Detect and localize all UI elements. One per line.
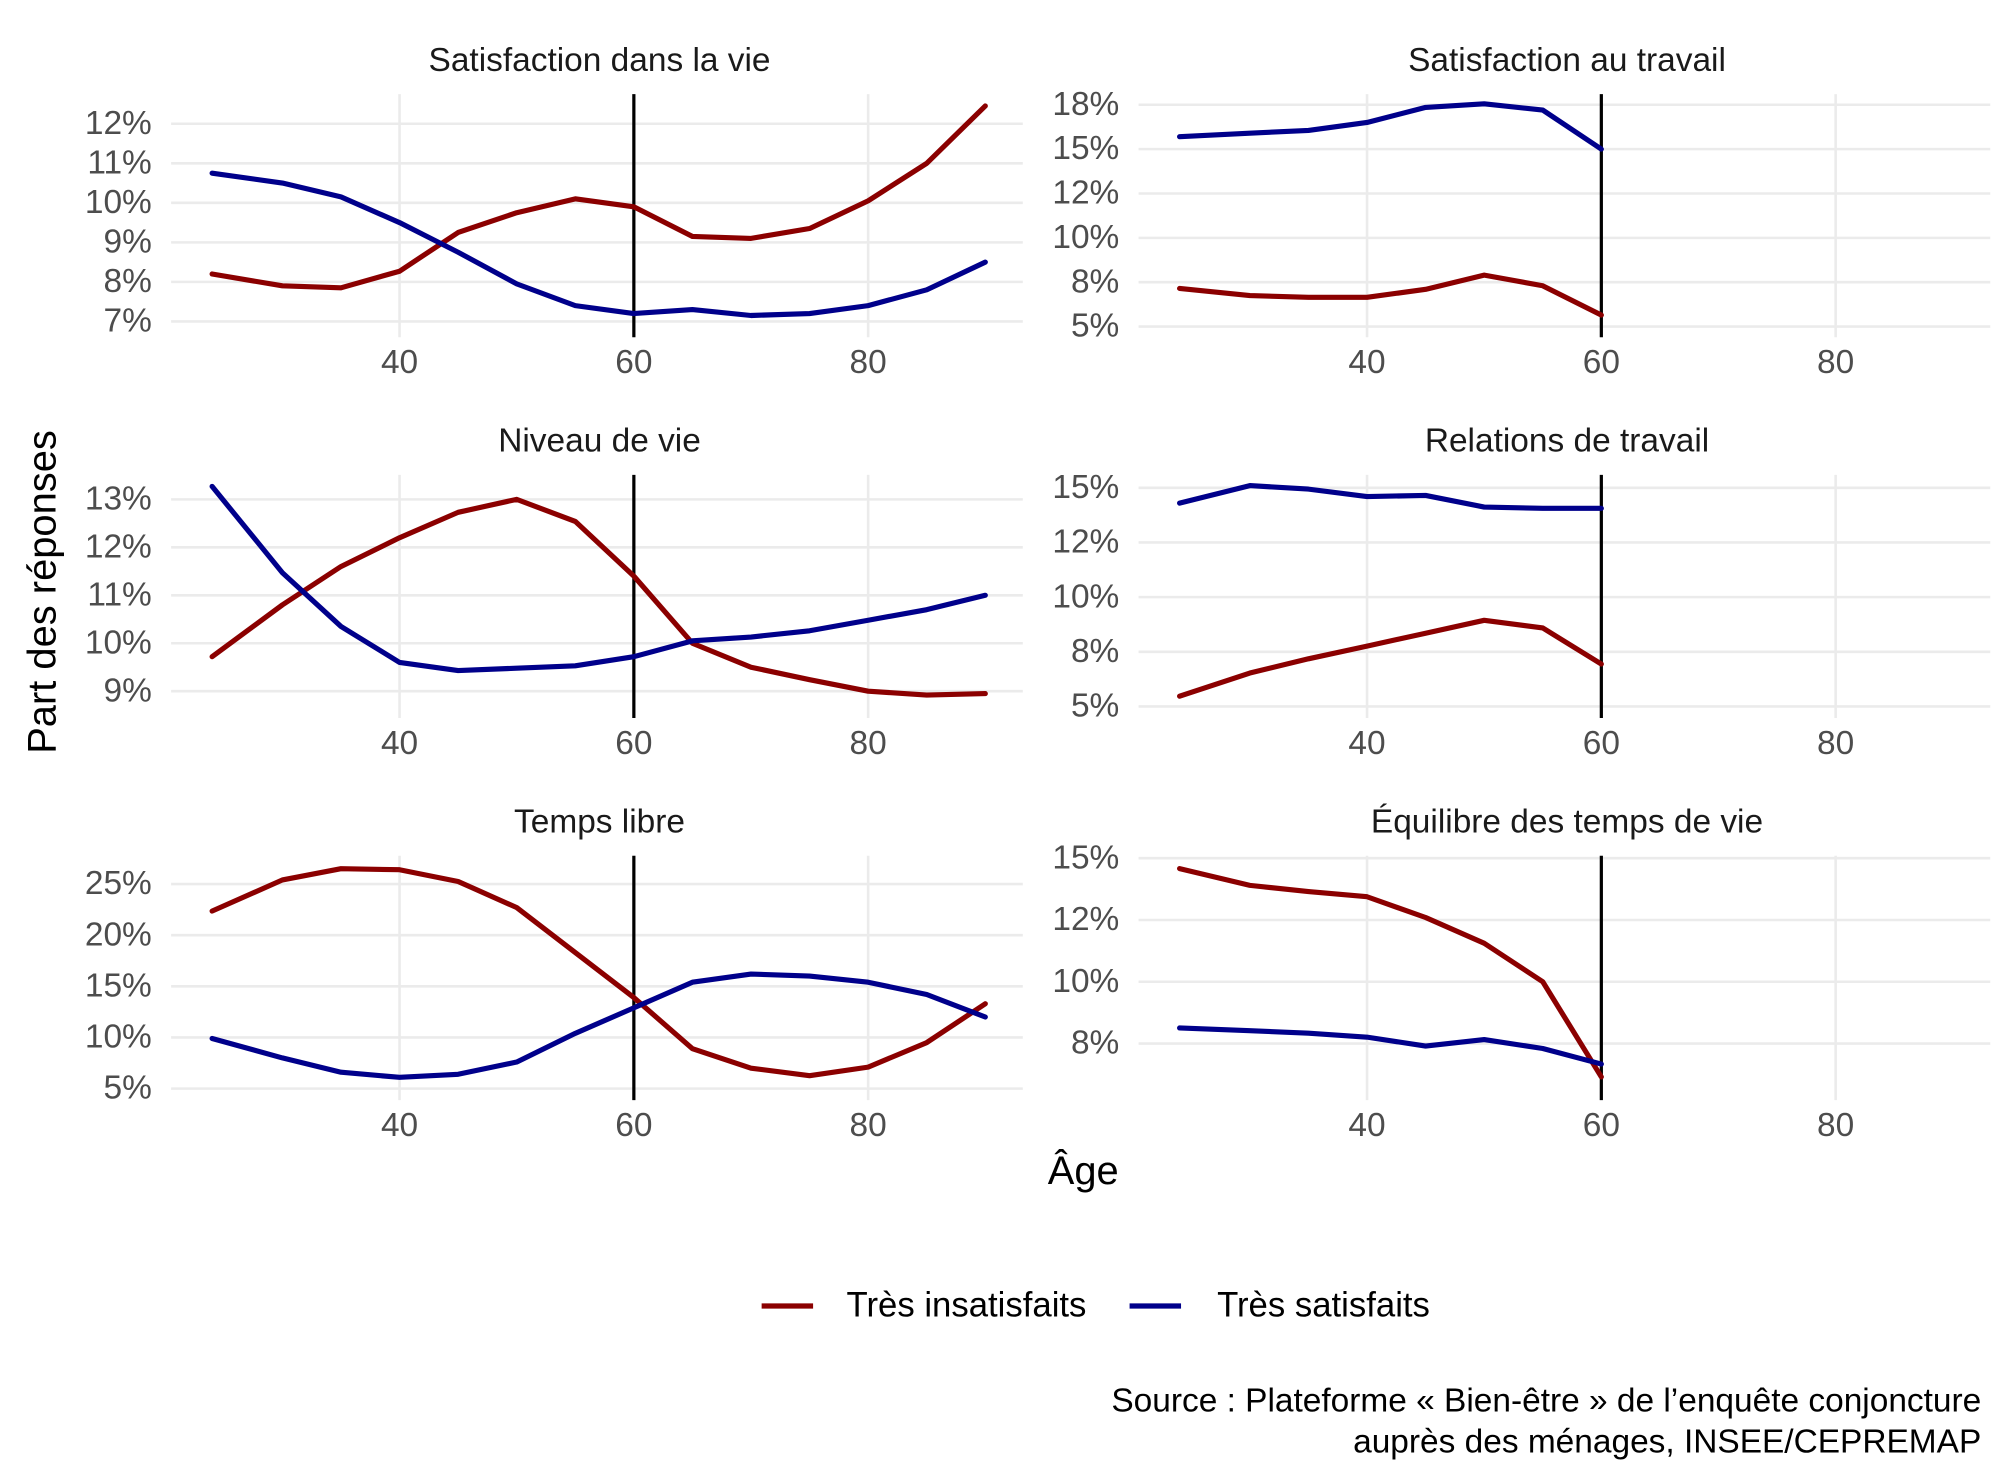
series-line — [209, 971, 988, 1080]
y-axis-label: Part des réponses — [21, 430, 65, 754]
y-tick-label: 10% — [1052, 963, 1119, 1000]
x-tick-label: 80 — [850, 725, 887, 762]
y-tick-label: 15% — [1052, 839, 1119, 876]
y-tick-label: 5% — [103, 1070, 151, 1107]
y-tick-label: 25% — [85, 865, 152, 902]
y-tick-label: 11% — [87, 144, 151, 181]
panel-title: Équilibre des temps de vie — [1371, 803, 1763, 840]
y-tick-label: 13% — [85, 480, 152, 517]
series-line — [1177, 1025, 1604, 1067]
y-tick-label: 9% — [103, 223, 151, 260]
x-tick-label: 40 — [1348, 1107, 1385, 1144]
y-tick-label: 12% — [1052, 175, 1119, 212]
y-tick-label: 12% — [85, 105, 152, 142]
x-tick-label: 60 — [615, 725, 652, 762]
y-tick-label: 8% — [1071, 263, 1119, 300]
x-tick-label: 40 — [381, 344, 418, 381]
y-tick-label: 8% — [1071, 1025, 1119, 1062]
x-tick-label: 60 — [615, 1107, 652, 1144]
y-tick-label: 9% — [103, 672, 151, 709]
series-line — [209, 866, 988, 1079]
series-line — [1177, 101, 1604, 152]
x-tick-label: 40 — [1348, 725, 1385, 762]
series-line — [1177, 865, 1604, 1080]
y-tick-label: 10% — [85, 1019, 152, 1056]
y-tick-label: 10% — [1052, 578, 1119, 615]
x-tick-label: 60 — [1583, 1107, 1620, 1144]
series-line — [1177, 617, 1604, 699]
series-line — [1177, 483, 1604, 511]
legend-label: Très insatisfaits — [847, 1286, 1087, 1324]
y-tick-label: 12% — [1052, 901, 1119, 938]
y-tick-label: 10% — [85, 184, 152, 221]
x-tick-label: 60 — [615, 344, 652, 381]
panel-title: Satisfaction dans la vie — [429, 42, 771, 79]
series-line — [209, 496, 988, 698]
y-tick-label: 8% — [103, 263, 151, 300]
y-tick-label: 18% — [1052, 86, 1119, 123]
y-tick-label: 8% — [1071, 633, 1119, 670]
panel-title: Relations de travail — [1425, 423, 1709, 460]
y-tick-label: 20% — [85, 916, 152, 953]
y-tick-label: 10% — [85, 624, 152, 661]
x-tick-label: 80 — [850, 344, 887, 381]
x-tick-label: 80 — [1817, 344, 1854, 381]
y-tick-label: 5% — [1071, 308, 1119, 345]
y-tick-label: 10% — [1052, 219, 1119, 256]
panel-title: Temps libre — [514, 803, 685, 840]
panel-title: Niveau de vie — [498, 423, 701, 460]
x-tick-label: 80 — [850, 1107, 887, 1144]
x-tick-label: 40 — [1348, 344, 1385, 381]
y-tick-label: 11% — [87, 576, 151, 613]
x-tick-label: 80 — [1817, 725, 1854, 762]
x-tick-label: 40 — [381, 1107, 418, 1144]
source: Source : Plateforme « Bien-être » de l’e… — [1111, 1382, 1981, 1419]
y-tick-label: 5% — [1071, 688, 1119, 725]
series-line — [209, 170, 988, 319]
x-tick-label: 60 — [1583, 725, 1620, 762]
y-tick-label: 7% — [103, 303, 151, 340]
y-tick-label: 15% — [1052, 469, 1119, 506]
y-tick-label: 15% — [1052, 130, 1119, 167]
x-tick-label: 80 — [1817, 1107, 1854, 1144]
legend-label: Très satisfaits — [1217, 1286, 1430, 1324]
y-tick-label: 12% — [1052, 524, 1119, 561]
series-line — [209, 483, 988, 674]
y-tick-label: 15% — [85, 967, 152, 1004]
x-tick-label: 40 — [381, 725, 418, 762]
y-tick-label: 12% — [85, 528, 152, 565]
series-line — [209, 103, 988, 291]
series-line — [1177, 272, 1604, 318]
x-axis-label: Âge — [1048, 1148, 1119, 1193]
source: auprès des ménages, INSEE/CEPREMAP — [1353, 1424, 1981, 1461]
x-tick-label: 60 — [1583, 344, 1620, 381]
panel-title: Satisfaction au travail — [1408, 42, 1726, 79]
